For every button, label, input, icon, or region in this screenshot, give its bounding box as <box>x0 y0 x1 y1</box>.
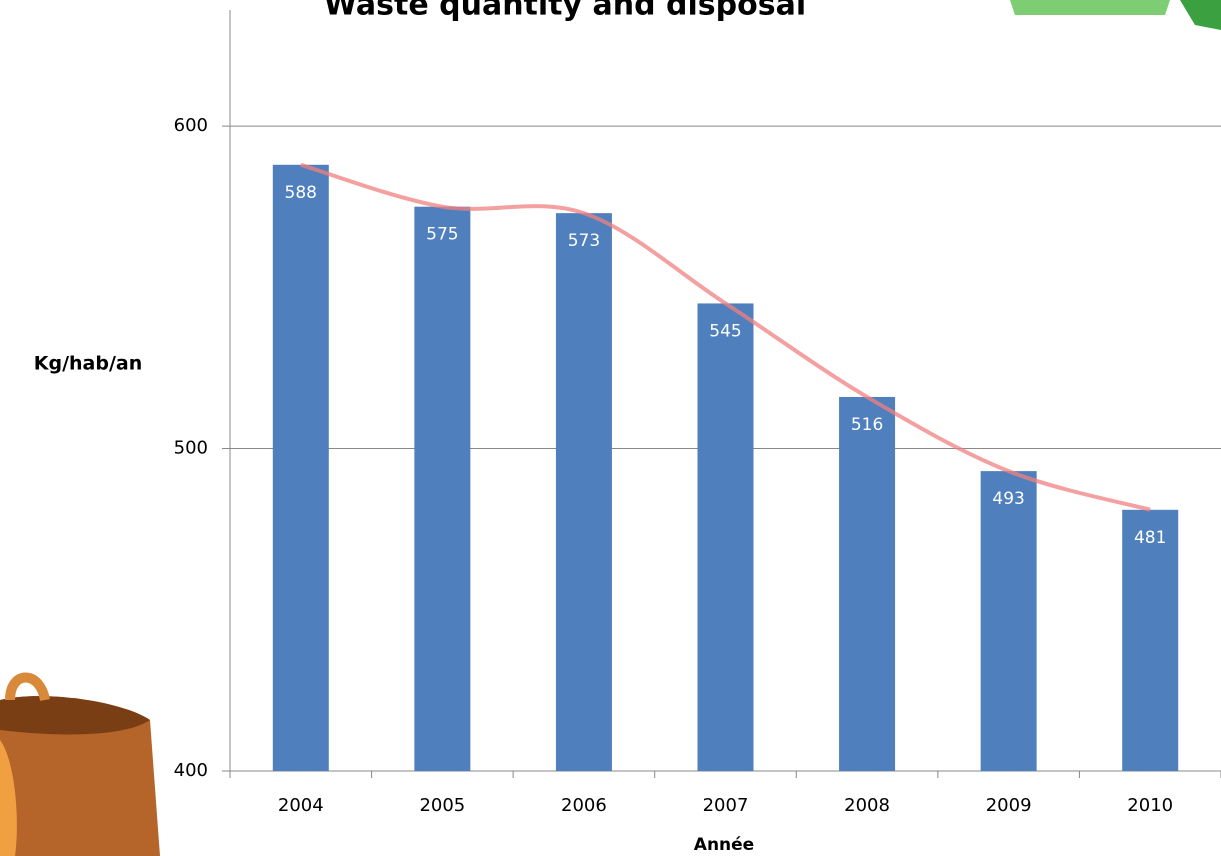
bar <box>839 396 896 771</box>
data-label: 481 <box>1134 528 1166 548</box>
logo <box>1010 0 1221 30</box>
data-label: 575 <box>426 225 458 245</box>
bar <box>272 164 329 771</box>
data-label: 516 <box>851 415 883 435</box>
y-tick-label: 600 <box>174 115 208 136</box>
y-axis-label: Kg/hab/an <box>34 353 143 375</box>
bar <box>980 471 1037 771</box>
x-tick-label: 2005 <box>419 795 465 816</box>
y-tick-label: 400 <box>174 760 208 781</box>
x-tick-label: 2009 <box>986 795 1032 816</box>
x-tick-label: 2007 <box>703 795 749 816</box>
bar <box>555 213 612 771</box>
x-tick-label: 2008 <box>844 795 890 816</box>
bar <box>697 303 754 771</box>
chart-title: Waste quantity and disposal <box>324 0 806 23</box>
trend-line <box>300 162 1151 512</box>
data-label: 493 <box>992 489 1024 509</box>
y-tick-label: 500 <box>174 438 208 459</box>
x-axis-label: Année <box>694 835 754 855</box>
data-label: 588 <box>285 183 317 203</box>
x-tick-label: 2006 <box>561 795 607 816</box>
bucket-illustration <box>0 672 160 856</box>
bar <box>1122 509 1179 771</box>
x-tick-label: 2010 <box>1127 795 1173 816</box>
bar <box>414 206 471 771</box>
data-label: 545 <box>709 321 741 341</box>
data-label: 573 <box>568 231 600 251</box>
x-tick-label: 2004 <box>278 795 324 816</box>
